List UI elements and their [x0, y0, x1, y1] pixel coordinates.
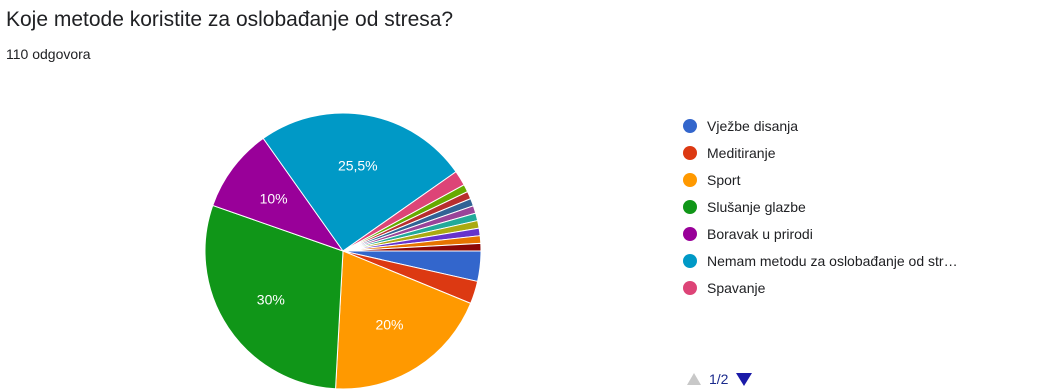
pie-slice[interactable]	[335, 250, 472, 390]
triangle-down-icon[interactable]	[736, 372, 753, 386]
legend-swatch	[683, 172, 697, 187]
legend-swatch	[683, 253, 697, 268]
legend-item: Meditiranje	[683, 139, 958, 166]
legend-label: Slušanje glazbe	[707, 198, 806, 215]
legend-item: Boravak u prirodi	[683, 220, 958, 247]
pie-slice-label: 25,5%	[338, 157, 378, 173]
legend-label: Sport	[707, 171, 741, 188]
pie-slice[interactable]	[262, 112, 457, 252]
pie-slice-label: 20%	[375, 317, 403, 333]
legend-label: Nemam metodu za oslobađanje od str…	[707, 252, 958, 269]
legend-swatch	[683, 226, 697, 241]
legend-item: Vježbe disanja	[683, 112, 958, 139]
chart-legend: Vježbe disanja Meditiranje Sport Slušanje g…	[683, 112, 958, 301]
pager-page-indicator: 1/2	[709, 371, 729, 387]
legend-label: Spavanje	[707, 279, 766, 296]
legend-item: Spavanje	[683, 274, 958, 301]
legend-item: Slušanje glazbe	[683, 193, 958, 220]
question-title: Koje metode koristite za oslobađanje od …	[6, 8, 454, 31]
triangle-up-icon	[687, 373, 701, 385]
response-count: 110 odgovora	[6, 46, 91, 62]
legend-label: Meditiranje	[707, 144, 776, 161]
pie-slice-label: 10%	[260, 191, 288, 207]
legend-swatch	[683, 145, 697, 160]
legend-label: Boravak u prirodi	[707, 225, 813, 242]
pie-slices	[204, 112, 482, 390]
legend-swatch	[683, 199, 697, 214]
legend-item: Sport	[683, 166, 958, 193]
pie-slice[interactable]	[212, 137, 345, 252]
pie-slice[interactable]	[204, 204, 344, 390]
legend-pager: 1/2	[687, 371, 753, 387]
pie-slice-label: 30%	[257, 291, 285, 307]
pie-slice[interactable]	[342, 242, 482, 252]
legend-item: Nemam metodu za oslobađanje od str…	[683, 247, 958, 274]
pie-labels: 20% 30% 10% 25,5%	[257, 157, 404, 332]
legend-label: Vježbe disanja	[707, 117, 799, 134]
legend-swatch	[683, 118, 697, 133]
legend-swatch	[683, 280, 697, 295]
